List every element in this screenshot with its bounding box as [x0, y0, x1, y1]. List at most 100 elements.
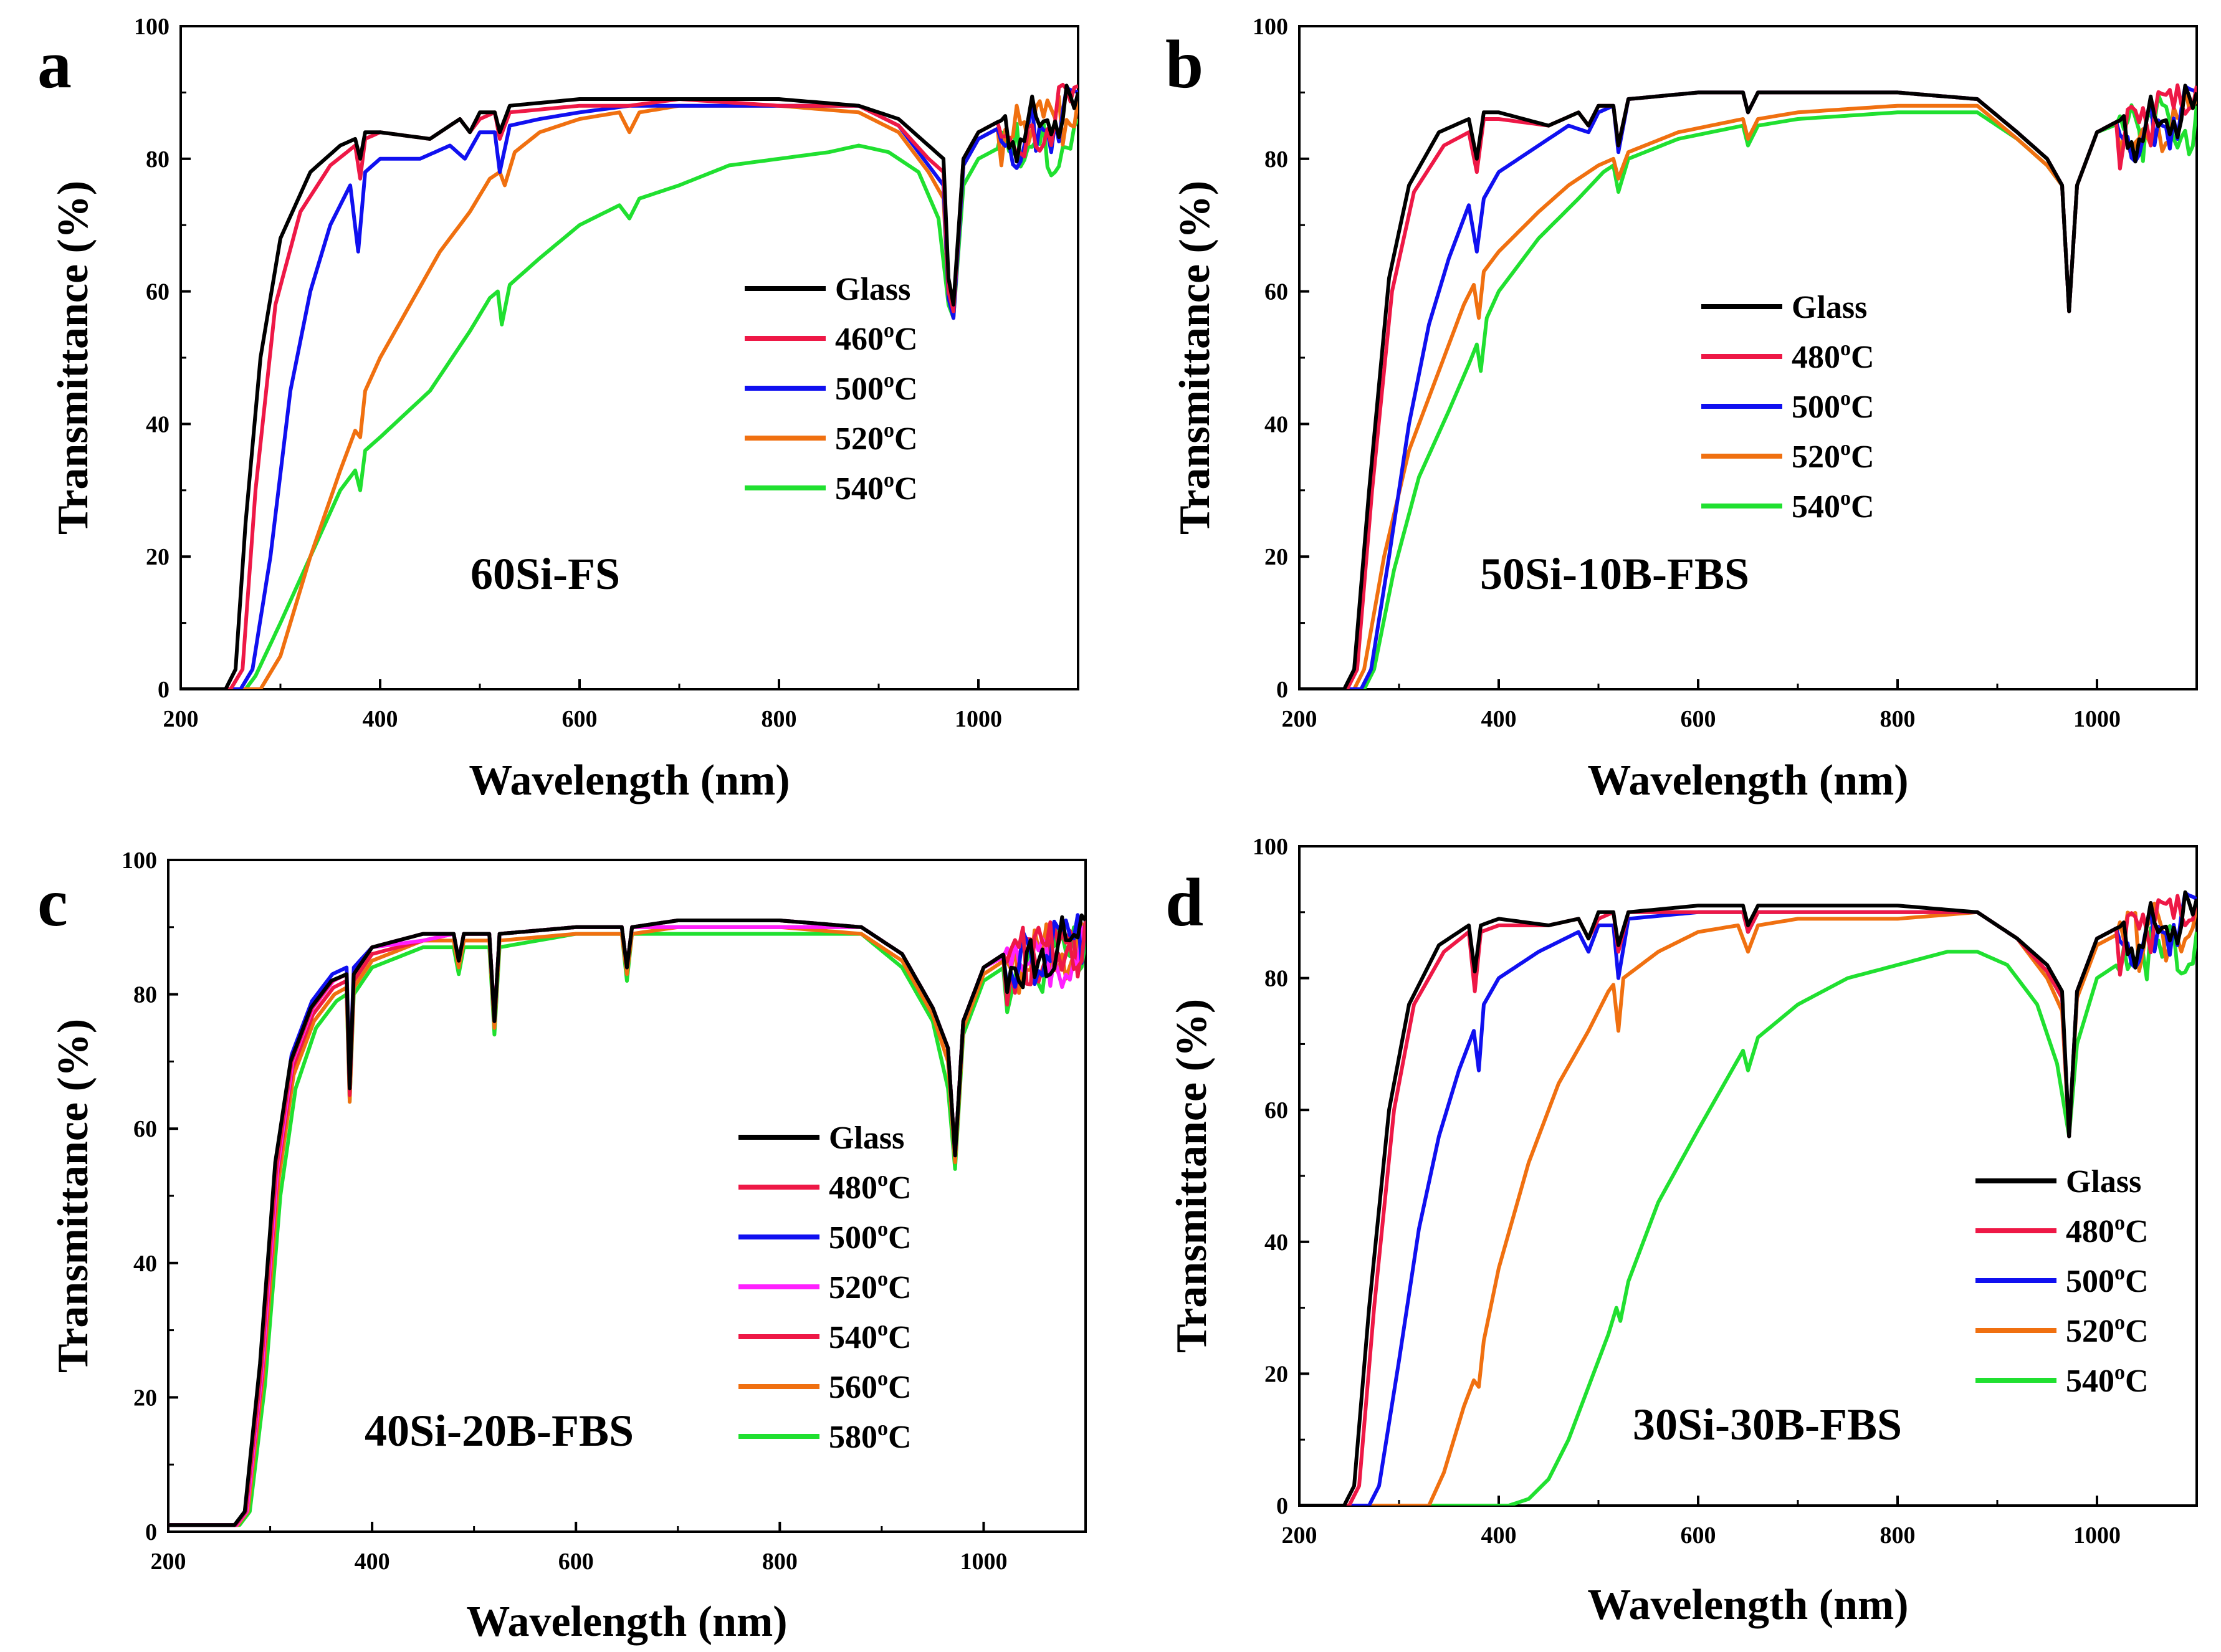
- y-tick-label: 60: [146, 279, 170, 305]
- x-tick-label: 200: [151, 1549, 186, 1575]
- panel-letter-b: b: [1165, 26, 1203, 102]
- legend-label: 540oC: [829, 1317, 912, 1355]
- x-tick-label: 800: [762, 706, 797, 732]
- y-tick-label: 40: [146, 411, 170, 437]
- series-line-460C: [181, 83, 1078, 689]
- y-tick-label: 40: [1264, 1229, 1288, 1256]
- y-tick-label: 100: [1253, 14, 1288, 40]
- series-line-540C: [181, 118, 1078, 689]
- x-axis-label-a: Wavelength (nm): [469, 757, 790, 805]
- legend-label: 480oC: [829, 1168, 912, 1206]
- legend-label: 520oC: [835, 419, 918, 457]
- axis-ticks-a: 200 400 600 800 1000 0 20 40 60 80 100: [134, 14, 1002, 732]
- series-b: [1299, 83, 2197, 689]
- panel-c: c 200 400 600 800 1000 0 20 40 60 80 100 40Si-20B-…: [37, 847, 1087, 1646]
- series-line-520C: [1299, 901, 2197, 1506]
- series-line-560C: [168, 922, 1086, 1527]
- axis-ticks-c: 200 400 600 800 1000 0 20 40 60 80 100: [122, 847, 1007, 1575]
- y-tick-label: 60: [133, 1116, 157, 1142]
- x-axis-label-b: Wavelength (nm): [1587, 757, 1908, 805]
- x-tick-label: 600: [562, 706, 598, 732]
- x-tick-label: 400: [1481, 1522, 1517, 1549]
- y-tick-label: 80: [1264, 966, 1288, 992]
- y-tick-label: 40: [133, 1251, 157, 1277]
- y-axis-label-b: Transmittance (%): [1171, 181, 1219, 535]
- plot-frame-a: [179, 25, 1079, 690]
- panel-a: a 200 400 600 800 1000 0 20 40 60 80 100 60Si-FS W…: [37, 14, 1079, 805]
- legend-label: 500oC: [2066, 1261, 2149, 1299]
- legend-label: 480oC: [1792, 337, 1875, 375]
- x-axis-label-d: Wavelength (nm): [1587, 1581, 1908, 1629]
- legend-label: 460oC: [835, 319, 918, 357]
- x-tick-label: 1000: [2073, 706, 2121, 732]
- axis-ticks-b: 200 400 600 800 1000 0 20 40 60 80 100: [1253, 14, 2121, 732]
- legend-d: Glass 480oC 500oC 520oC 540oC: [1975, 1164, 2149, 1399]
- panel-letter-d: d: [1165, 864, 1203, 940]
- legend-a: Glass 460oC 500oC 520oC 540oC: [745, 272, 918, 507]
- y-tick-label: 0: [158, 677, 170, 703]
- sample-label-b: 50Si-10B-FBS: [1480, 549, 1749, 599]
- x-tick-label: 1000: [960, 1549, 1007, 1575]
- x-axis-label-c: Wavelength (nm): [466, 1598, 787, 1646]
- y-tick-label: 100: [1253, 834, 1288, 860]
- series-line-540C: [1299, 924, 2197, 1506]
- legend-label: 520oC: [829, 1268, 912, 1306]
- sample-label-a: 60Si-FS: [470, 549, 620, 599]
- legend-label: 560oC: [829, 1367, 912, 1405]
- series-line-520C: [1299, 85, 2197, 689]
- y-tick-label: 20: [146, 544, 170, 570]
- series-d: [1299, 890, 2197, 1506]
- series-line-520C: [181, 95, 1078, 689]
- legend-label: Glass: [1792, 290, 1867, 325]
- y-tick-label: 100: [134, 14, 170, 40]
- axis-ticks-d: 200 400 600 800 1000 0 20 40 60 80 100: [1253, 834, 2121, 1549]
- x-tick-label: 400: [1481, 706, 1517, 732]
- legend-label: Glass: [829, 1120, 904, 1156]
- y-tick-label: 20: [133, 1385, 157, 1411]
- x-tick-label: 1000: [2073, 1522, 2121, 1549]
- legend-label: 500oC: [835, 369, 918, 407]
- x-tick-label: 200: [163, 706, 199, 732]
- y-tick-label: 40: [1264, 411, 1288, 437]
- y-tick-label: 60: [1264, 279, 1288, 305]
- y-axis-label-a: Transmittance (%): [49, 181, 97, 535]
- legend-label: 520oC: [2066, 1311, 2149, 1349]
- legend-label: 520oC: [1792, 437, 1875, 475]
- y-tick-label: 20: [1264, 544, 1288, 570]
- series-line-Glass: [181, 84, 1078, 689]
- y-axis-label-c: Transmittance (%): [49, 1019, 97, 1373]
- x-tick-label: 400: [363, 706, 398, 732]
- legend-label: Glass: [2066, 1164, 2141, 1200]
- panel-b: b 200 400 600 800 1000 0 20 40 60 80 100 50Si-10B-…: [1165, 14, 2198, 805]
- x-tick-label: 200: [1282, 706, 1317, 732]
- y-tick-label: 80: [1264, 146, 1288, 173]
- series-line-480C: [1299, 894, 2197, 1506]
- legend-label: 500oC: [1792, 387, 1875, 425]
- x-tick-label: 400: [355, 1549, 390, 1575]
- x-tick-label: 800: [1880, 706, 1916, 732]
- y-tick-label: 20: [1264, 1361, 1288, 1387]
- panel-letter-c: c: [37, 864, 68, 940]
- legend-label: 540oC: [835, 469, 918, 507]
- x-tick-label: 800: [762, 1549, 798, 1575]
- x-tick-label: 600: [558, 1549, 594, 1575]
- y-tick-label: 60: [1264, 1097, 1288, 1124]
- legend-label: 540oC: [1792, 487, 1875, 525]
- x-tick-label: 1000: [955, 706, 1002, 732]
- series-line-Glass: [1299, 890, 2197, 1506]
- y-tick-label: 0: [1276, 1493, 1288, 1519]
- x-tick-label: 600: [1681, 1522, 1716, 1549]
- legend-label: 540oC: [2066, 1361, 2149, 1399]
- legend-label: 500oC: [829, 1218, 912, 1256]
- x-tick-label: 800: [1880, 1522, 1916, 1549]
- legend-label: 580oC: [829, 1417, 912, 1455]
- panel-letter-a: a: [37, 26, 72, 102]
- y-tick-label: 80: [146, 146, 170, 173]
- sample-label-d: 30Si-30B-FBS: [1633, 1400, 1902, 1449]
- legend-label: Glass: [835, 272, 910, 307]
- sample-label-c: 40Si-20B-FBS: [365, 1406, 634, 1456]
- y-tick-label: 80: [133, 982, 157, 1008]
- series-c: [168, 913, 1086, 1527]
- series-line-Glass: [1299, 84, 2197, 689]
